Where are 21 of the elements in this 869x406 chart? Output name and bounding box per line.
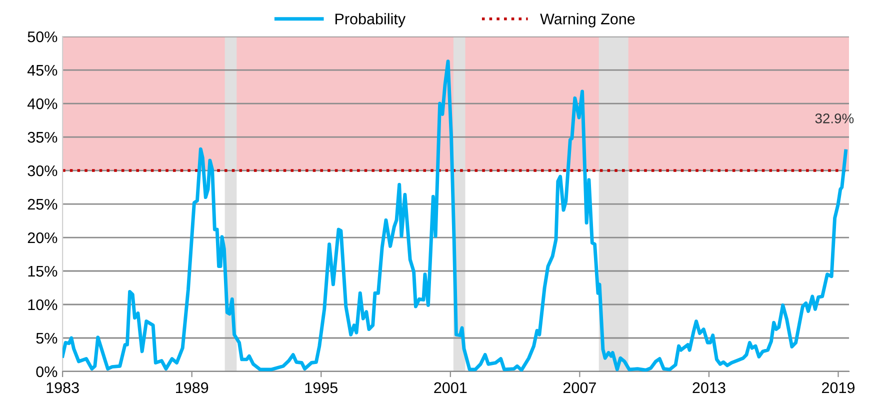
x-tick-label: 1995 [305,382,338,394]
x-tick-label: 2001 [434,382,467,394]
x-tick-label: 1989 [176,382,208,394]
y-tick-label: 10% [28,299,58,310]
y-tick-label: 5% [36,332,58,344]
y-tick-label: 40% [27,98,58,110]
legend-label: Probability [335,13,406,28]
x-tick-label: 1983 [46,382,79,394]
y-tick-label: 30% [28,165,58,176]
y-tick-label: 50% [28,31,58,42]
y-tick-label: 20% [28,232,58,244]
x-tick-label: 2013 [692,382,726,394]
y-tick-label: 0% [36,366,58,378]
y-tick-label: 15% [28,266,58,277]
y-tick-label: 35% [28,132,58,143]
x-tick-label: 2007 [563,382,596,394]
x-tick-label: 2019 [822,382,855,394]
y-tick-label: 45% [27,64,58,76]
y-tick-label: 25% [28,198,58,210]
annotation: 32.9% [815,114,854,124]
legend-label: Warning Zone [540,13,635,28]
